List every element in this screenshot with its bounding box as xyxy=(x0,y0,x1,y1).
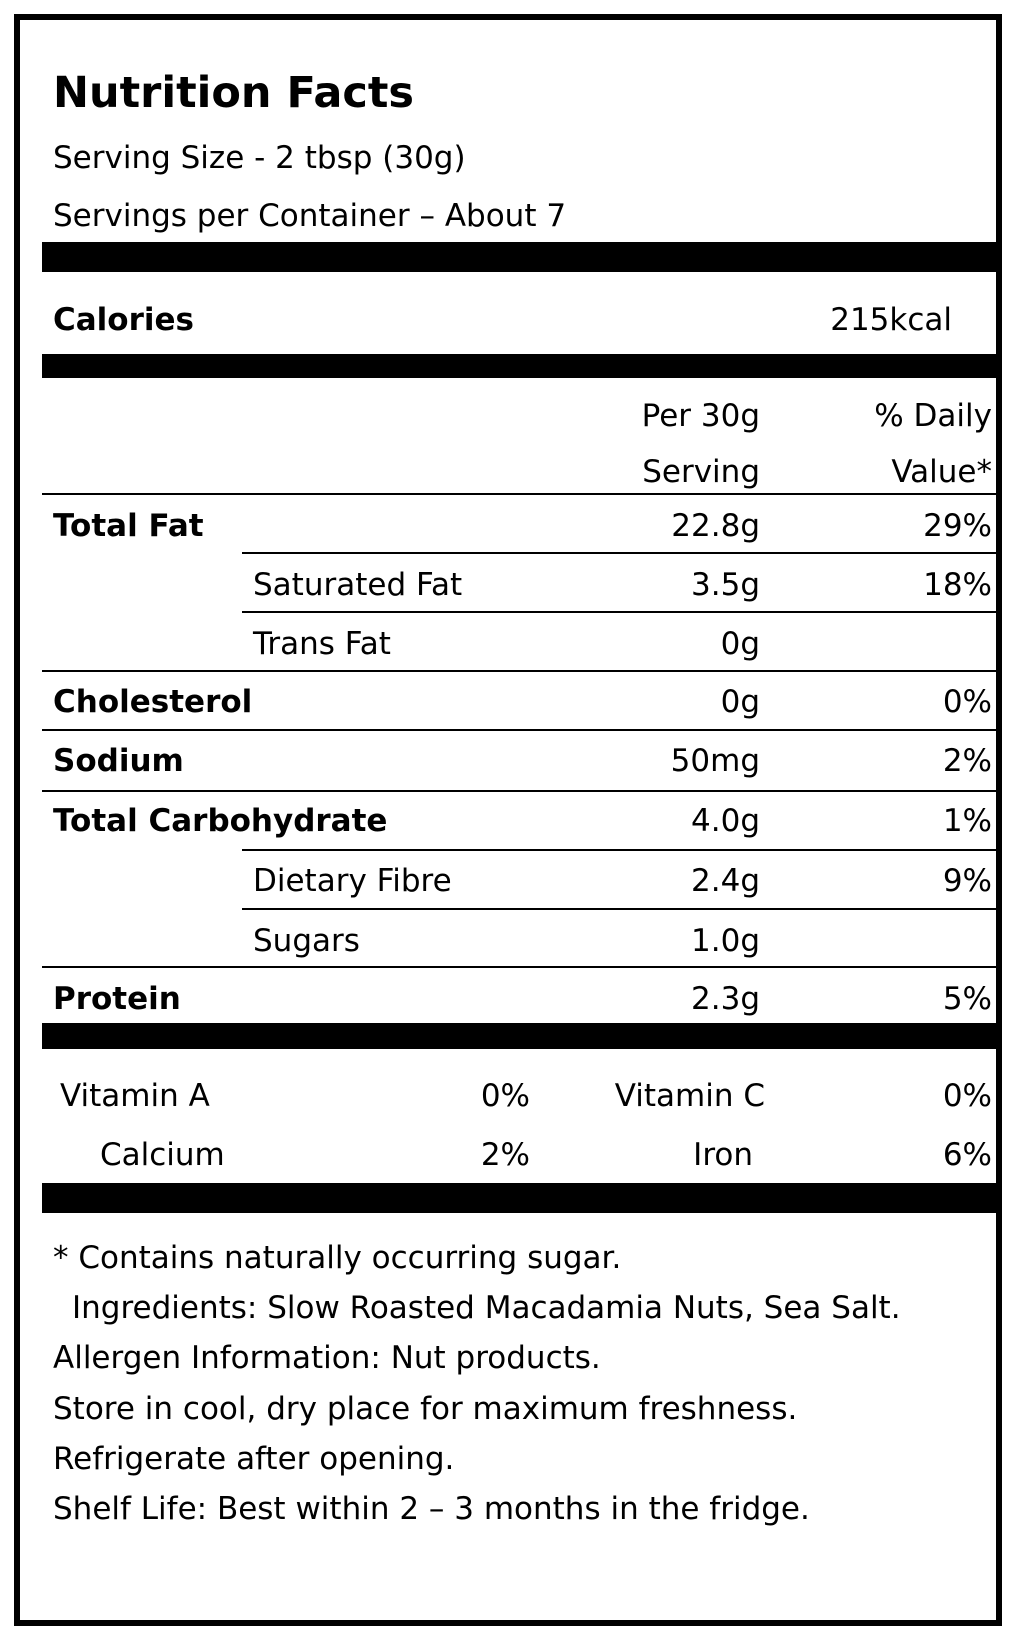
nutrient-name-saturated-fat: Saturated Fat xyxy=(253,567,463,603)
divider-row xyxy=(42,966,997,968)
header-per-serving-2: Serving xyxy=(642,454,760,490)
footnote-storage: Store in cool, dry place for maximum fre… xyxy=(53,1391,798,1427)
calories-value: 215kcal xyxy=(830,302,952,338)
divider-row xyxy=(42,790,997,792)
thick-divider-top xyxy=(42,242,997,272)
nutrient-dv-total-carbohydrate: 1% xyxy=(942,803,992,839)
vitamin-dv-iron: 6% xyxy=(942,1137,992,1173)
nutrient-amount-sugars: 1.0g xyxy=(691,923,760,959)
nutrient-name-total-carbohydrate: Total Carbohydrate xyxy=(53,803,388,839)
vitamin-dv-vitamin-c: 0% xyxy=(942,1078,992,1114)
header-per-serving-1: Per 30g xyxy=(641,398,760,434)
divider-header xyxy=(42,493,997,495)
vitamin-dv-calcium: 2% xyxy=(480,1137,530,1173)
nutrient-dv-dietary-fibre: 9% xyxy=(942,863,992,899)
nutrient-amount-trans-fat: 0g xyxy=(720,626,760,662)
divider-row xyxy=(242,849,997,851)
nutrient-amount-saturated-fat: 3.5g xyxy=(691,567,760,603)
divider-row xyxy=(242,908,997,910)
divider-row xyxy=(42,670,997,672)
nutrient-name-sodium: Sodium xyxy=(53,743,184,779)
nutrient-amount-protein: 2.3g xyxy=(691,981,760,1017)
vitamin-name-vitamin-c: Vitamin C xyxy=(614,1078,765,1114)
footnote-shelf-life: Shelf Life: Best within 2 – 3 months in … xyxy=(53,1491,810,1527)
nutrient-name-sugars: Sugars xyxy=(253,923,360,959)
nutrition-label: Nutrition Facts Serving Size - 2 tbsp (3… xyxy=(14,14,1002,1626)
footnote-allergen: Allergen Information: Nut products. xyxy=(53,1340,601,1376)
nutrient-name-dietary-fibre: Dietary Fibre xyxy=(253,863,452,899)
nutrient-amount-cholesterol: 0g xyxy=(720,684,760,720)
vitamin-name-calcium: Calcium xyxy=(100,1137,225,1173)
divider-row xyxy=(42,729,997,731)
label-title: Nutrition Facts xyxy=(53,68,415,118)
nutrient-amount-sodium: 50mg xyxy=(670,743,760,779)
nutrient-dv-sodium: 2% xyxy=(942,743,992,779)
nutrient-amount-dietary-fibre: 2.4g xyxy=(691,863,760,899)
header-daily-value-1: % Daily xyxy=(874,398,992,434)
footnote-ingredients: Ingredients: Slow Roasted Macadamia Nuts… xyxy=(72,1290,901,1326)
nutrient-name-total-fat: Total Fat xyxy=(53,508,204,544)
footnote-refrigerate: Refrigerate after opening. xyxy=(53,1441,455,1477)
thick-divider-footnotes xyxy=(42,1183,997,1213)
nutrient-amount-total-fat: 22.8g xyxy=(671,508,760,544)
calories-label: Calories xyxy=(53,302,194,338)
thick-divider-vitamins xyxy=(42,1023,997,1049)
serving-size: Serving Size - 2 tbsp (30g) xyxy=(53,140,466,176)
vitamin-dv-vitamin-a: 0% xyxy=(480,1078,530,1114)
nutrient-amount-total-carbohydrate: 4.0g xyxy=(691,803,760,839)
nutrient-name-cholesterol: Cholesterol xyxy=(53,684,253,720)
vitamin-name-iron: Iron xyxy=(693,1137,753,1173)
nutrient-dv-saturated-fat: 18% xyxy=(923,567,992,603)
nutrient-dv-protein: 5% xyxy=(942,981,992,1017)
divider-row xyxy=(242,611,997,613)
vitamin-name-vitamin-a: Vitamin A xyxy=(60,1078,210,1114)
divider-row xyxy=(242,552,997,554)
footnote-sugar: * Contains naturally occurring sugar. xyxy=(53,1240,622,1276)
servings-per-container: Servings per Container – About 7 xyxy=(53,198,567,234)
nutrient-dv-total-fat: 29% xyxy=(923,508,992,544)
nutrient-name-trans-fat: Trans Fat xyxy=(253,626,391,662)
nutrient-dv-cholesterol: 0% xyxy=(942,684,992,720)
header-daily-value-2: Value* xyxy=(891,454,992,490)
nutrient-name-protein: Protein xyxy=(53,981,181,1017)
thick-divider-calories xyxy=(42,354,997,378)
